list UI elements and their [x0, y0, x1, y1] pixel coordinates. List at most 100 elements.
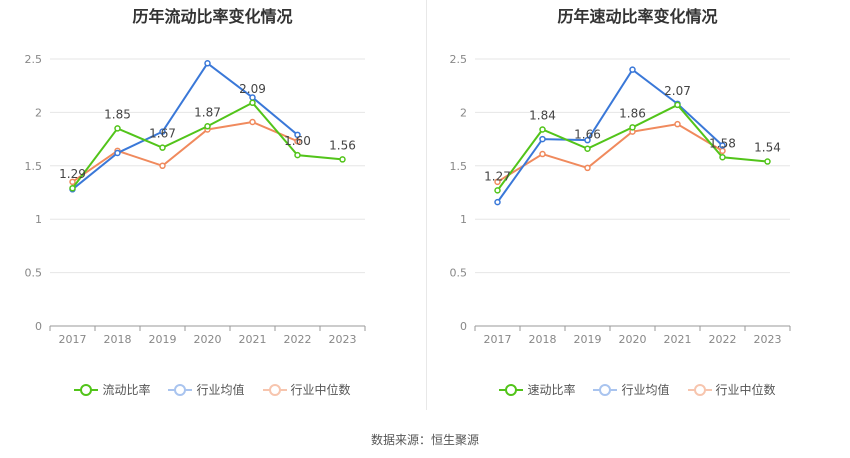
- x-tick-label: 2022: [709, 333, 737, 346]
- data-point[interactable]: [719, 154, 726, 161]
- chart-divider: [426, 0, 427, 410]
- data-point[interactable]: [249, 118, 256, 126]
- data-point[interactable]: [114, 149, 121, 157]
- x-tick-label: 2019: [574, 333, 602, 346]
- data-point[interactable]: [674, 120, 681, 128]
- x-tick-label: 2020: [619, 333, 647, 346]
- data-point[interactable]: [719, 142, 726, 149]
- y-tick-label: 0: [35, 320, 42, 333]
- x-tick-label: 2020: [194, 333, 222, 346]
- x-tick-label: 2023: [329, 333, 357, 346]
- y-tick-label: 0.5: [25, 267, 43, 280]
- data-point[interactable]: [159, 144, 166, 151]
- chart-legend: 速动比率 行业均值 行业中位数: [425, 381, 850, 398]
- data-label: 2.09: [239, 82, 266, 96]
- data-point[interactable]: [584, 145, 591, 152]
- chart-title: 历年速动比率变化情况: [557, 7, 718, 26]
- legend-item-industry-median[interactable]: 行业中位数: [262, 381, 351, 398]
- data-label: 1.58: [709, 136, 736, 150]
- current-ratio-chart: 历年流动比率变化情况 0 0.5 1 1.5 2 2.5 2017 2018 2019 2020 2…: [0, 0, 425, 415]
- data-point[interactable]: [764, 158, 771, 165]
- data-point[interactable]: [494, 198, 501, 206]
- y-tick-label: 2.5: [25, 53, 43, 66]
- data-point[interactable]: [204, 123, 211, 130]
- data-label: 1.60: [284, 134, 311, 148]
- data-label: 1.56: [329, 138, 356, 152]
- data-label: 1.54: [754, 141, 781, 155]
- data-label: 1.85: [104, 107, 131, 121]
- y-tick-label: 2.5: [450, 53, 468, 66]
- legend-swatch-industry-median: [262, 383, 287, 397]
- legend-item-industry-mean[interactable]: 行业均值: [593, 381, 670, 398]
- data-point[interactable]: [249, 99, 256, 107]
- x-tick-label: 2022: [284, 333, 312, 346]
- industry-mean-line: [496, 68, 724, 203]
- data-point[interactable]: [339, 156, 346, 163]
- legend-item-company[interactable]: 流动比率: [74, 381, 150, 398]
- data-point[interactable]: [674, 101, 681, 109]
- x-tick-label: 2018: [529, 333, 557, 346]
- x-tick-label: 2017: [59, 333, 87, 346]
- data-label: 1.66: [574, 128, 601, 142]
- legend-swatch-company: [74, 383, 99, 397]
- data-point[interactable]: [539, 150, 546, 158]
- data-point[interactable]: [494, 187, 501, 194]
- legend-label: 行业中位数: [715, 383, 776, 397]
- industry-median-line: [496, 123, 724, 183]
- data-point[interactable]: [294, 151, 301, 159]
- legend-label: 速动比率: [527, 383, 576, 397]
- y-tick-label: 1.5: [450, 160, 468, 173]
- data-point[interactable]: [539, 135, 546, 143]
- legend-label: 行业均值: [621, 383, 670, 397]
- y-tick-label: 0: [460, 320, 467, 333]
- data-point[interactable]: [294, 137, 301, 145]
- legend-item-industry-median[interactable]: 行业中位数: [687, 381, 776, 398]
- legend-swatch-company: [499, 383, 524, 397]
- chart-plot-area: 0 0.5 1 1.5 2 2.5 2017 2018 2019 2020 2021 2022 2023…: [25, 53, 366, 346]
- data-point[interactable]: [584, 164, 591, 172]
- data-point[interactable]: [494, 178, 501, 186]
- data-label: 1.86: [619, 106, 646, 120]
- legend-item-industry-mean[interactable]: 行业均值: [168, 381, 245, 398]
- legend-swatch-industry-mean: [168, 383, 193, 397]
- y-tick-label: 0.5: [450, 267, 468, 280]
- data-label: 1.87: [194, 105, 221, 119]
- data-point[interactable]: [204, 60, 211, 67]
- data-source-note: 数据来源：恒生聚源: [370, 433, 479, 447]
- data-label: 1.67: [149, 127, 176, 141]
- data-point[interactable]: [584, 136, 591, 144]
- data-point[interactable]: [629, 124, 636, 131]
- data-point[interactable]: [539, 126, 546, 133]
- data-point[interactable]: [159, 128, 166, 135]
- legend-label: 流动比率: [102, 383, 151, 397]
- y-tick-label: 1: [460, 213, 467, 226]
- x-tick-label: 2019: [149, 333, 177, 346]
- x-tick-label: 2017: [484, 333, 512, 346]
- x-tick-label: 2018: [104, 333, 132, 346]
- x-tick-label: 2021: [664, 333, 692, 346]
- data-label: 1.27: [484, 169, 511, 183]
- data-point[interactable]: [294, 131, 301, 139]
- y-tick-label: 2: [460, 106, 467, 119]
- data-point[interactable]: [114, 125, 121, 132]
- industry-mean-line: [71, 61, 299, 191]
- data-label: 2.07: [664, 84, 691, 98]
- data-point[interactable]: [69, 178, 76, 186]
- industry-median-line: [71, 120, 298, 183]
- y-tick-label: 1.5: [25, 160, 43, 173]
- chart-plot-area: 0 0.5 1 1.5 2 2.5 2017 2018 2019 2020 2021 2022 2023…: [450, 53, 791, 346]
- y-tick-label: 1: [35, 213, 42, 226]
- legend-swatch-industry-median: [687, 383, 712, 397]
- x-tick-label: 2023: [754, 333, 782, 346]
- data-label: 1.29: [59, 167, 86, 181]
- legend-item-company[interactable]: 速动比率: [499, 381, 575, 398]
- y-tick-label: 2: [35, 106, 42, 119]
- chart-legend: 流动比率 行业均值 行业中位数: [0, 381, 425, 398]
- data-point[interactable]: [629, 66, 636, 73]
- chart-title: 历年流动比率变化情况: [132, 7, 293, 26]
- data-point[interactable]: [159, 162, 166, 170]
- legend-label: 行业均值: [196, 383, 245, 397]
- data-label: 1.84: [529, 108, 556, 122]
- data-point[interactable]: [69, 184, 76, 192]
- x-tick-label: 2021: [239, 333, 267, 346]
